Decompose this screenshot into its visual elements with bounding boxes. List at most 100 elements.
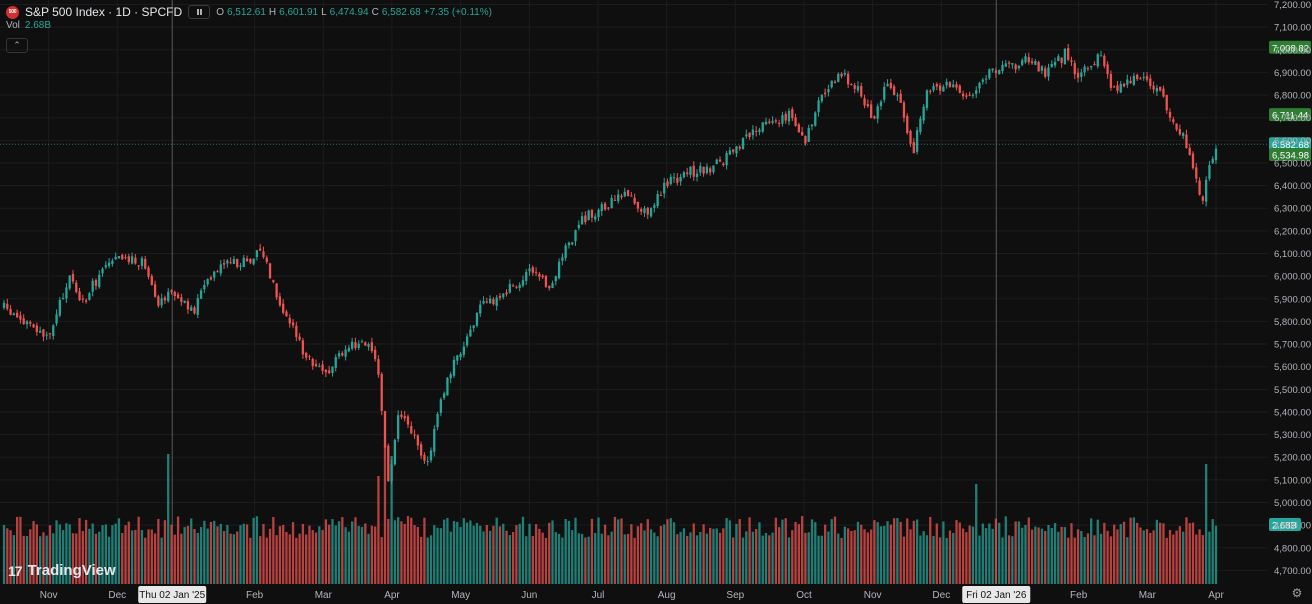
candle-body bbox=[511, 285, 515, 287]
volume-bar bbox=[528, 523, 531, 584]
candle-body bbox=[942, 86, 945, 92]
volume-bar bbox=[952, 532, 955, 584]
volume-bar bbox=[328, 524, 331, 584]
volume-bar bbox=[1142, 530, 1145, 584]
x-tick-label: Nov bbox=[40, 590, 58, 601]
y-tick-label: 5,800.00 bbox=[1274, 317, 1311, 328]
candle-body bbox=[479, 304, 482, 314]
symbol-title[interactable]: S&P 500 Index · 1D · SPCFD bbox=[25, 5, 183, 19]
volume-bar bbox=[505, 530, 508, 584]
chart-settings-button[interactable]: ⚙ bbox=[1290, 586, 1304, 600]
volume-bar bbox=[239, 525, 242, 584]
candle-body bbox=[712, 165, 715, 173]
volume-bar bbox=[377, 476, 380, 584]
volume-bar bbox=[525, 536, 528, 584]
x-tick-label: Mar bbox=[1139, 590, 1157, 601]
candle-body bbox=[472, 325, 475, 329]
volume-bar bbox=[1076, 529, 1080, 584]
volume-bar bbox=[1050, 528, 1053, 584]
volume-bar bbox=[160, 537, 163, 584]
volume-bar bbox=[321, 530, 324, 584]
volume-bar bbox=[249, 537, 252, 584]
candle-body bbox=[1040, 66, 1044, 71]
volume-bar bbox=[915, 519, 919, 584]
candle-body bbox=[1129, 80, 1132, 84]
volume-bar bbox=[88, 528, 91, 584]
candle-body bbox=[607, 207, 610, 209]
sp500-logo-icon: 500 bbox=[6, 5, 19, 19]
volume-bar bbox=[370, 525, 374, 584]
volume-bar bbox=[1037, 527, 1040, 584]
candle-body bbox=[873, 116, 876, 119]
volume-bar bbox=[61, 530, 65, 584]
candle-body bbox=[705, 166, 709, 174]
volume-bar bbox=[42, 532, 45, 584]
collapse-legend-button[interactable]: ⌃ bbox=[6, 38, 28, 53]
volume-bar bbox=[594, 533, 597, 584]
candle-body bbox=[640, 209, 643, 212]
volume-bar bbox=[167, 454, 170, 584]
candle-body bbox=[337, 353, 341, 357]
volume-bar bbox=[1053, 523, 1057, 584]
volume-bar bbox=[764, 532, 768, 584]
candle-body bbox=[236, 258, 239, 267]
y-tick-label: 5,400.00 bbox=[1274, 407, 1311, 418]
volume-bar bbox=[91, 523, 94, 584]
candle-body bbox=[666, 181, 669, 187]
candle-body bbox=[1030, 61, 1034, 64]
candle-body bbox=[577, 224, 580, 229]
volume-bar bbox=[278, 526, 282, 584]
volume-bar bbox=[1201, 535, 1205, 584]
candle-body bbox=[364, 342, 367, 346]
crosshair-date-label: Fri 02 Jan '26 bbox=[966, 590, 1027, 601]
candle-body bbox=[823, 92, 827, 95]
volume-bar bbox=[222, 531, 226, 584]
candle-body bbox=[65, 287, 68, 299]
volume-bar bbox=[423, 517, 426, 584]
volume-bar bbox=[1034, 526, 1037, 584]
candle-body bbox=[226, 260, 229, 264]
candle-body bbox=[242, 257, 245, 268]
volume-bar bbox=[945, 537, 948, 584]
candle-body bbox=[426, 461, 429, 463]
candle-body bbox=[446, 377, 449, 396]
volume-bar bbox=[886, 521, 889, 584]
volume-bar bbox=[1136, 522, 1139, 584]
y-tick-label: 5,700.00 bbox=[1274, 340, 1311, 351]
candle-body bbox=[117, 256, 121, 259]
candle-body bbox=[971, 94, 975, 96]
candle-body bbox=[180, 297, 183, 302]
volume-bar bbox=[574, 517, 577, 584]
volume-bar bbox=[78, 518, 81, 584]
volume-bar bbox=[1185, 517, 1188, 584]
volume-bar bbox=[465, 522, 469, 584]
volume-bar bbox=[216, 526, 219, 584]
volume-bar bbox=[1086, 533, 1090, 584]
low-label: L bbox=[321, 6, 327, 18]
candle-body bbox=[321, 364, 324, 371]
candle-body bbox=[1172, 119, 1175, 123]
candle-body bbox=[879, 101, 883, 107]
candle-body bbox=[347, 347, 351, 352]
candle-body bbox=[6, 303, 9, 309]
visibility-toggle-icon[interactable] bbox=[188, 5, 211, 19]
candle-body bbox=[981, 79, 984, 82]
volume-bar bbox=[134, 529, 137, 584]
volume-bar bbox=[170, 524, 173, 584]
candle-body bbox=[268, 263, 272, 279]
volume-bar bbox=[778, 527, 781, 584]
volume-bar bbox=[52, 533, 55, 584]
volume-bar bbox=[853, 530, 856, 584]
candle-body bbox=[814, 112, 817, 126]
volume-bar bbox=[866, 532, 869, 584]
candle-body bbox=[193, 307, 196, 314]
volume-bar bbox=[850, 530, 853, 584]
candle-body bbox=[672, 177, 676, 179]
volume-bar bbox=[935, 523, 938, 584]
candle-body bbox=[1073, 63, 1076, 75]
tradingview-logo[interactable]: 17 TradingView bbox=[8, 562, 116, 579]
volume-bar bbox=[1067, 537, 1070, 584]
price-lines: 7,008.82 6,711.44 6,582.686,534.98 2.68B bbox=[0, 40, 1311, 532]
candle-body bbox=[676, 177, 679, 183]
